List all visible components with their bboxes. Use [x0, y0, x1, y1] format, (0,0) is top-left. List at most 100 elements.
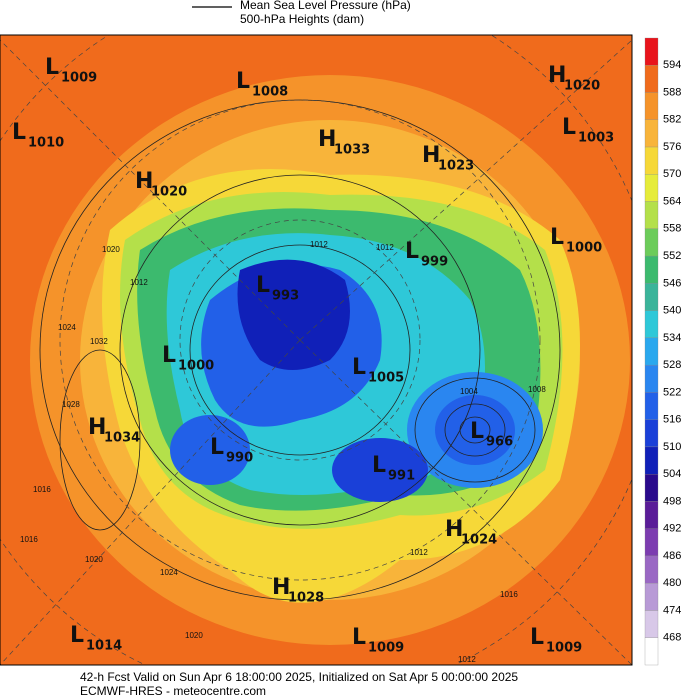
center-pressure: 1000: [566, 241, 602, 256]
center-kind: L: [210, 435, 224, 460]
center-pressure: 1010: [28, 136, 64, 151]
colorbar-label: 570: [663, 168, 681, 180]
contour-label: 1004: [460, 387, 478, 396]
colorbar-label: 492: [663, 523, 681, 535]
center-pressure: 1020: [564, 79, 600, 94]
contour-label: 1020: [185, 631, 203, 640]
colorbar-segment: [644, 65, 659, 93]
colorbar-segment: [644, 310, 659, 339]
center-pressure: 966: [486, 435, 513, 450]
colorbar-segment: [644, 337, 659, 366]
colorbar-label: 552: [663, 250, 681, 262]
center-pressure: 1020: [151, 185, 187, 200]
colorbar-segment: [644, 392, 659, 420]
legend-text: Mean Sea Level Pressure (hPa): [240, 0, 411, 12]
center-pressure: 1000: [178, 359, 214, 374]
contour-labels: 1012 1020 1024 1032 1028 1016 1012 1008 1004 1012…: [20, 240, 546, 664]
center-pressure: 1008: [252, 85, 288, 100]
colorbar-segment: [644, 174, 659, 202]
contour-label: 1024: [58, 323, 76, 332]
center-pressure: 1033: [334, 143, 370, 158]
colorbar-segment: [644, 228, 659, 257]
contour-label: 1016: [20, 535, 38, 544]
center-pressure: 1009: [368, 641, 404, 656]
center-kind: L: [562, 115, 576, 140]
colorbar-segment: [644, 92, 659, 120]
colorbar-label: 534: [663, 332, 681, 344]
center-kind: L: [256, 273, 270, 298]
contour-label: 1020: [85, 555, 103, 564]
colorbar-segment: [644, 255, 659, 284]
colorbar-label: 576: [663, 141, 681, 153]
colorbar-segment: [644, 37, 659, 66]
center-pressure: 1014: [86, 639, 122, 654]
colorbar-label: 516: [663, 414, 681, 426]
colorbar-label: 474: [663, 604, 681, 616]
center-pressure: 1028: [288, 591, 324, 606]
colorbar-segment: [644, 146, 659, 175]
center-kind: L: [470, 419, 484, 444]
colorbar-label: 558: [663, 223, 681, 235]
colorbar-label: 528: [663, 359, 681, 371]
center-kind: H: [445, 517, 463, 542]
contour-label: 1012: [376, 243, 394, 252]
center-pressure: 1023: [438, 159, 474, 174]
center-kind: L: [70, 623, 84, 648]
colorbar-segment: [644, 446, 659, 475]
center-pressure: 1024: [461, 533, 497, 548]
colorbar: 594 588 582 576 570 564 558 552 546 540 534 528 522 5…: [644, 37, 681, 666]
colorbar-segment: [644, 528, 659, 557]
contour-label: 1024: [160, 568, 178, 577]
contour-label: 1020: [102, 245, 120, 254]
center-kind: L: [45, 55, 59, 80]
colorbar-label: 588: [663, 86, 681, 98]
center-kind: H: [272, 575, 290, 600]
center-kind: H: [318, 127, 336, 152]
colorbar-label: 594: [663, 59, 681, 71]
colorbar-segment: [644, 201, 659, 229]
center-kind: L: [12, 120, 26, 145]
center-pressure: 999: [421, 255, 448, 270]
colorbar-label: 522: [663, 386, 681, 398]
center-pressure: 993: [272, 289, 299, 304]
colorbar-label: 540: [663, 305, 681, 317]
colorbar-label: 510: [663, 441, 681, 453]
center-kind: L: [372, 453, 386, 478]
center-kind: L: [352, 625, 366, 650]
colorbar-segment: [644, 555, 659, 584]
center-pressure: 991: [388, 469, 415, 484]
colorbar-label: 546: [663, 277, 681, 289]
map-field: [0, 35, 632, 665]
contour-label: 1016: [500, 590, 518, 599]
center-pressure: 1005: [368, 371, 404, 386]
footer-text: ECMWF-HRES - meteocentre.com: [80, 684, 266, 698]
center-kind: L: [530, 625, 544, 650]
center-kind: H: [88, 415, 106, 440]
center-kind: L: [236, 69, 250, 94]
contour-label: 1008: [528, 385, 546, 394]
center-pressure: 1003: [578, 131, 614, 146]
legend-text: 500-hPa Heights (dam): [240, 12, 364, 26]
center-kind: H: [422, 143, 440, 168]
center-kind: L: [352, 355, 366, 380]
colorbar-segment: [644, 610, 659, 638]
contour-label: 1016: [33, 485, 51, 494]
colorbar-segment: [644, 419, 659, 448]
center-kind: L: [550, 225, 564, 250]
center-kind: H: [135, 169, 153, 194]
colorbar-label: 564: [663, 195, 681, 207]
center-pressure: 1009: [61, 71, 97, 86]
contour-label: 1012: [130, 278, 148, 287]
center-pressure: 1009: [546, 641, 582, 656]
contour-label: 1028: [62, 400, 80, 409]
colorbar-segment: [644, 474, 659, 502]
colorbar-segment: [644, 637, 659, 666]
contour-label: 1012: [310, 240, 328, 249]
center-kind: L: [405, 239, 419, 264]
colorbar-segment: [644, 283, 659, 311]
center-kind: H: [548, 63, 566, 88]
colorbar-label: 468: [663, 632, 681, 644]
